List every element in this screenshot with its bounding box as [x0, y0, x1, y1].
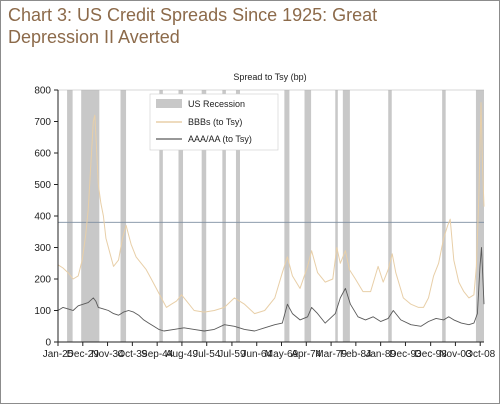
x-tick-label: Nov-03 [439, 349, 472, 360]
y-tick-label: 200 [34, 275, 51, 286]
recession-band [201, 90, 207, 342]
x-tick-labels: Jan-25Dec-29Nov-34Oct-39Sep-44Aug-49Jul-… [43, 349, 496, 360]
recession-band [120, 90, 127, 342]
axes [54, 89, 484, 346]
y-tick-label: 600 [34, 149, 51, 160]
recession-band [284, 90, 290, 342]
x-tick-label: Sep-44 [141, 349, 174, 360]
x-tick-label: Jul-54 [193, 349, 221, 360]
x-tick-label: Oct-39 [117, 349, 147, 360]
y-tick-label: 500 [34, 180, 51, 191]
y-tick-label: 800 [34, 86, 51, 97]
recession-band [178, 90, 184, 342]
legend-swatch-recession [156, 99, 182, 108]
legend-label-aaa: AAA/AA (to Tsy) [188, 134, 252, 144]
x-tick-label: May-69 [265, 349, 299, 360]
y-tick-label: 0 [45, 338, 51, 349]
legend-label-bbb: BBBs (to Tsy) [188, 117, 242, 127]
series-bbb [57, 102, 485, 315]
legend-label-recession: US Recession [188, 99, 245, 109]
recession-bands [67, 90, 484, 342]
x-tick-label: Dec-93 [389, 349, 422, 360]
recession-band [81, 90, 100, 342]
series-aaa [57, 247, 485, 332]
aaa-line [57, 247, 485, 332]
x-tick-label: Aug-49 [166, 349, 199, 360]
chart-title: Chart 3: US Credit Spreads Since 1925: G… [8, 5, 378, 47]
recession-band [475, 90, 484, 342]
recession-band [388, 90, 392, 342]
x-tick-label: Jul-59 [218, 349, 246, 360]
recession-band [304, 90, 312, 342]
recession-band [159, 90, 163, 342]
x-tick-label: Apr-74 [291, 349, 321, 360]
recession-band [222, 90, 226, 342]
x-tick-label: Feb-84 [340, 349, 372, 360]
y-axis-title: Spread to Tsy (bp) [233, 72, 306, 82]
x-tick-label: Nov-34 [91, 349, 124, 360]
x-tick-label: Dec-29 [67, 349, 100, 360]
recession-band [67, 90, 73, 342]
y-tick-label: 700 [34, 117, 51, 128]
y-tick-label: 400 [34, 212, 51, 223]
x-tick-label: Jan-89 [365, 349, 396, 360]
recession-band [442, 90, 446, 342]
x-tick-label: Dec-98 [415, 349, 448, 360]
recession-band [342, 90, 350, 342]
y-tick-label: 100 [34, 306, 51, 317]
bbb-line [57, 102, 485, 315]
x-tick-label: Oct-08 [465, 349, 495, 360]
x-tick-label: Jun-64 [241, 349, 272, 360]
y-tick-labels: 0 100 200 300 400 500 600 700 800 [34, 86, 51, 349]
x-tick-label: Mar-79 [315, 349, 347, 360]
x-tick-label: Jan-25 [43, 349, 74, 360]
recession-band [335, 90, 338, 342]
recession-band [235, 90, 240, 342]
legend: US Recession BBBs (to Tsy) AAA/AA (to Tsy) [149, 93, 279, 151]
y-tick-label: 300 [34, 243, 51, 254]
